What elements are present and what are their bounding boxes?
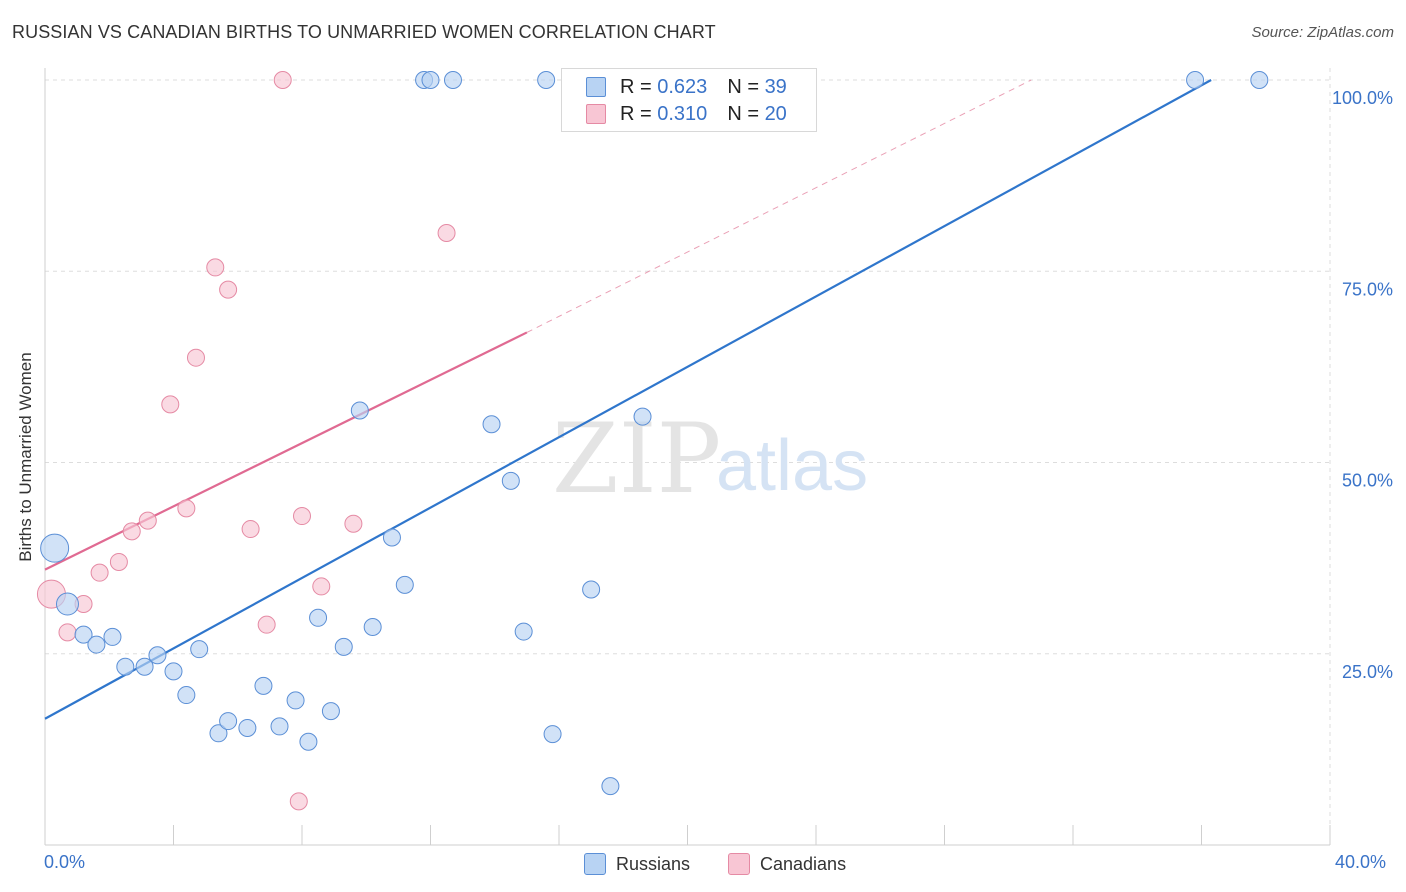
correlation-legend: R = 0.623 N = 39 R = 0.310 N = 20 bbox=[561, 68, 817, 132]
russians-point-28 bbox=[482, 415, 501, 434]
russians-point-22 bbox=[363, 617, 382, 636]
russians-point-9 bbox=[177, 686, 196, 705]
y-tick-label-100: 100.0% bbox=[1332, 88, 1393, 108]
russians-point-38 bbox=[1250, 71, 1269, 89]
canadians-point-3 bbox=[90, 563, 109, 582]
canadians-point-18 bbox=[344, 514, 363, 533]
russians-r-label: R = bbox=[620, 75, 652, 98]
canadians-n-label: N = bbox=[727, 102, 759, 125]
bottom-canadians-swatch bbox=[728, 853, 750, 875]
russians-point-27 bbox=[443, 71, 462, 89]
russians-point-15 bbox=[270, 717, 289, 736]
bottom-legend-canadians: Canadians bbox=[728, 852, 846, 876]
russians-swatch bbox=[586, 77, 606, 97]
watermark: ZIP atlas bbox=[552, 403, 868, 515]
russians-point-14 bbox=[254, 676, 273, 695]
russians-point-1 bbox=[55, 592, 79, 616]
russians-point-10 bbox=[190, 640, 209, 659]
canadians-points bbox=[36, 71, 456, 811]
russians-point-34 bbox=[601, 777, 620, 796]
russians-point-32 bbox=[543, 725, 562, 744]
russians-point-11 bbox=[209, 724, 228, 743]
canadians-r-label: R = bbox=[620, 102, 652, 125]
axis-layer bbox=[44, 68, 1331, 846]
canadians-point-8 bbox=[177, 499, 196, 518]
russians-point-35 bbox=[633, 407, 652, 426]
russians-point-7 bbox=[148, 646, 167, 665]
legend-row-russians: R = 0.623 N = 39 bbox=[586, 74, 787, 100]
watermark-atlas: atlas bbox=[716, 426, 868, 506]
russians-point-29 bbox=[501, 471, 520, 490]
canadians-point-15 bbox=[289, 792, 308, 811]
y-tick-label-25: 25.0% bbox=[1342, 662, 1393, 682]
russians-point-16 bbox=[286, 691, 305, 710]
russians-point-4 bbox=[103, 627, 122, 646]
canadians-trend-layer bbox=[44, 79, 1032, 571]
russians-point-37 bbox=[1186, 71, 1205, 89]
y-tick-label-75: 75.0% bbox=[1342, 279, 1393, 299]
russians-point-33 bbox=[582, 580, 601, 599]
canadians-point-6 bbox=[138, 511, 157, 530]
y-tick-labels: 25.0% 50.0% 75.0% 100.0% bbox=[1332, 88, 1393, 682]
canadians-trendline bbox=[44, 331, 528, 571]
russians-r-value: 0.623 bbox=[657, 75, 708, 98]
russians-point-19 bbox=[321, 702, 340, 721]
canadians-r-value: 0.310 bbox=[657, 102, 708, 125]
bottom-legend-russians: Russians bbox=[584, 852, 690, 876]
canadians-point-16 bbox=[293, 507, 311, 526]
x-tick-label-max: 40.0% bbox=[1335, 852, 1387, 872]
canadians-n-value: 20 bbox=[764, 102, 787, 125]
source-credit: Source: ZipAtlas.com bbox=[1251, 24, 1394, 41]
russians-point-24 bbox=[395, 575, 414, 594]
russians-point-30 bbox=[514, 622, 533, 641]
russians-point-2 bbox=[74, 625, 93, 644]
russians-n-value: 39 bbox=[764, 75, 787, 98]
russians-point-21 bbox=[350, 401, 369, 420]
canadians-point-12 bbox=[241, 520, 260, 539]
bottom-russians-swatch bbox=[584, 853, 606, 875]
russians-n-label: N = bbox=[727, 75, 759, 98]
canadians-point-19 bbox=[437, 224, 456, 242]
russians-trendline bbox=[44, 79, 1212, 720]
russians-point-23 bbox=[382, 528, 401, 547]
russians-point-6 bbox=[135, 657, 154, 676]
y-tick-label-50: 50.0% bbox=[1342, 471, 1393, 491]
canadians-swatch bbox=[586, 104, 606, 124]
canadians-point-5 bbox=[109, 552, 128, 571]
canadians-point-13 bbox=[257, 615, 276, 634]
russians-point-20 bbox=[334, 637, 353, 656]
russians-point-5 bbox=[116, 657, 135, 676]
canadians-point-7 bbox=[161, 395, 180, 414]
bottom-canadians-label: Canadians bbox=[760, 853, 847, 874]
russians-point-8 bbox=[164, 662, 183, 681]
russians-trend-layer bbox=[44, 79, 1212, 720]
x-tick-label-min: 0.0% bbox=[44, 852, 86, 872]
russians-point-31 bbox=[537, 71, 556, 89]
canadians-point-10 bbox=[206, 258, 225, 277]
canadians-point-11 bbox=[219, 280, 238, 299]
canadians-point-1 bbox=[58, 623, 77, 642]
russians-point-26 bbox=[421, 71, 440, 89]
chart-title: RUSSIAN VS CANADIAN BIRTHS TO UNMARRIED … bbox=[12, 22, 716, 42]
russians-point-3 bbox=[87, 635, 106, 654]
canadians-point-4 bbox=[122, 522, 141, 541]
russians-point-18 bbox=[309, 608, 328, 627]
canadians-point-9 bbox=[186, 348, 205, 367]
canadians-point-17 bbox=[312, 577, 331, 596]
russians-point-17 bbox=[299, 732, 318, 751]
y-axis-label: Births to Unmarried Women bbox=[16, 352, 35, 562]
russians-point-12 bbox=[219, 712, 238, 731]
russians-point-13 bbox=[238, 718, 257, 737]
canadians-point-14 bbox=[273, 71, 292, 89]
bottom-russians-label: Russians bbox=[616, 853, 691, 874]
legend-row-canadians: R = 0.310 N = 20 bbox=[586, 101, 787, 127]
russians-point-0 bbox=[40, 533, 70, 563]
